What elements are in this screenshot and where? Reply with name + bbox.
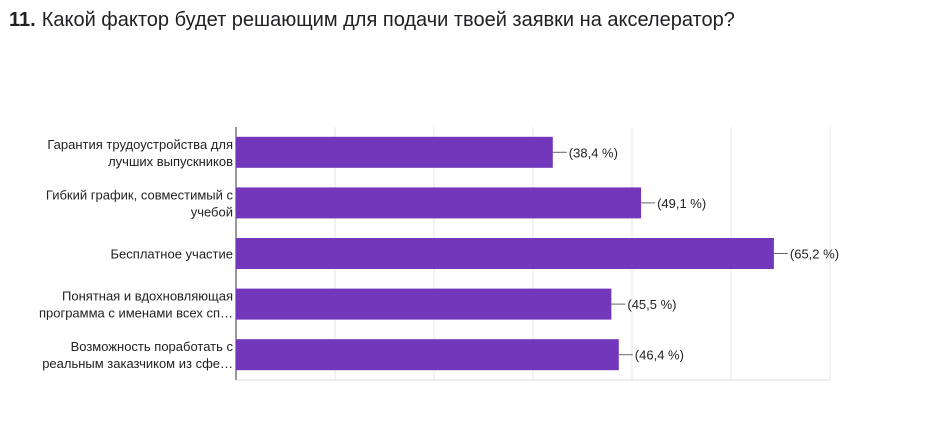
value-label: (46,4 %): [635, 348, 684, 363]
value-label: (38,4 %): [569, 145, 618, 160]
category-label-line: учебой: [191, 204, 233, 219]
category-label-line: Понятная и вдохновляющая: [62, 289, 233, 304]
category-label: Гибкий график, совместимый с учебой: [46, 187, 234, 219]
category-label-line: программа с именами всех сп…: [39, 306, 233, 321]
category-label-line: Гибкий график, совместимый с: [46, 187, 234, 202]
category-label: Гарантия трудоустройства для лучших выпус…: [47, 137, 233, 169]
question-text: Какой фактор будет решающим для подачи т…: [41, 9, 735, 31]
value-label: (45,5 %): [627, 297, 676, 312]
bar: [236, 187, 642, 219]
category-label: Бесплатное участие: [111, 247, 233, 262]
bar: [236, 339, 619, 371]
question-title: 11. Какой фактор будет решающим для подач…: [9, 6, 769, 35]
category-label-line: реальным заказчиком из сфе…: [42, 356, 233, 371]
category-label-line: Гарантия трудоустройства для: [47, 137, 233, 152]
question-number: 11.: [9, 9, 36, 31]
category-label: Понятная и вдохновляющая программа с имен…: [39, 289, 233, 321]
value-label: (49,1 %): [657, 196, 706, 211]
bar: [236, 238, 774, 269]
value-label: (65,2 %): [790, 247, 839, 262]
bar: [236, 136, 553, 168]
category-label-line: Возможность поработать с: [71, 339, 234, 354]
category-label-line: лучших выпускников: [108, 154, 233, 169]
category-label: Возможность поработать с реальным заказчи…: [42, 339, 233, 371]
category-label-line: Бесплатное участие: [111, 247, 233, 262]
bar: [236, 288, 612, 320]
